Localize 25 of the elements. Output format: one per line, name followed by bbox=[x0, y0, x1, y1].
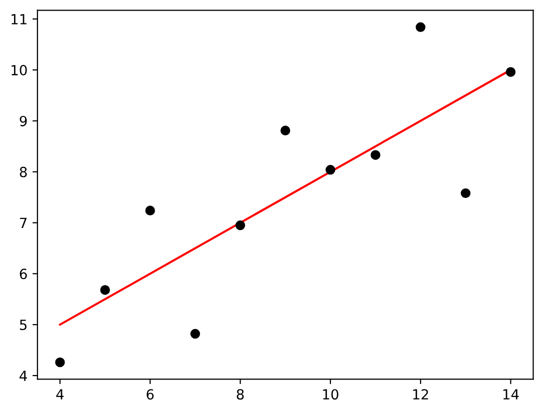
x-tick-label: 10 bbox=[323, 389, 338, 400]
y-tick-label: 6 bbox=[20, 268, 27, 280]
point bbox=[55, 357, 65, 368]
point bbox=[370, 150, 380, 160]
point bbox=[190, 328, 200, 339]
x-tick-label: 14 bbox=[503, 389, 519, 400]
point bbox=[506, 67, 516, 77]
point bbox=[100, 285, 110, 295]
y-tick-label: 5 bbox=[20, 320, 27, 330]
point bbox=[235, 220, 246, 230]
x-tick-label: 4 bbox=[56, 389, 64, 400]
point bbox=[460, 188, 470, 198]
y-tick-label: 7 bbox=[20, 218, 27, 228]
point bbox=[280, 126, 290, 136]
y-tick-label: 11 bbox=[12, 14, 26, 24]
y-tick-label: 10 bbox=[12, 64, 27, 76]
point bbox=[326, 164, 336, 175]
y-tick-label: 4 bbox=[20, 370, 27, 381]
y-tick-label: 8 bbox=[20, 166, 27, 178]
x-tick-label: 6 bbox=[146, 389, 154, 400]
x-tick-label: 8 bbox=[236, 389, 244, 400]
x-tick-label: 12 bbox=[413, 389, 428, 400]
point bbox=[416, 22, 426, 32]
point bbox=[145, 206, 155, 216]
y-tick-label: 9 bbox=[20, 116, 27, 126]
